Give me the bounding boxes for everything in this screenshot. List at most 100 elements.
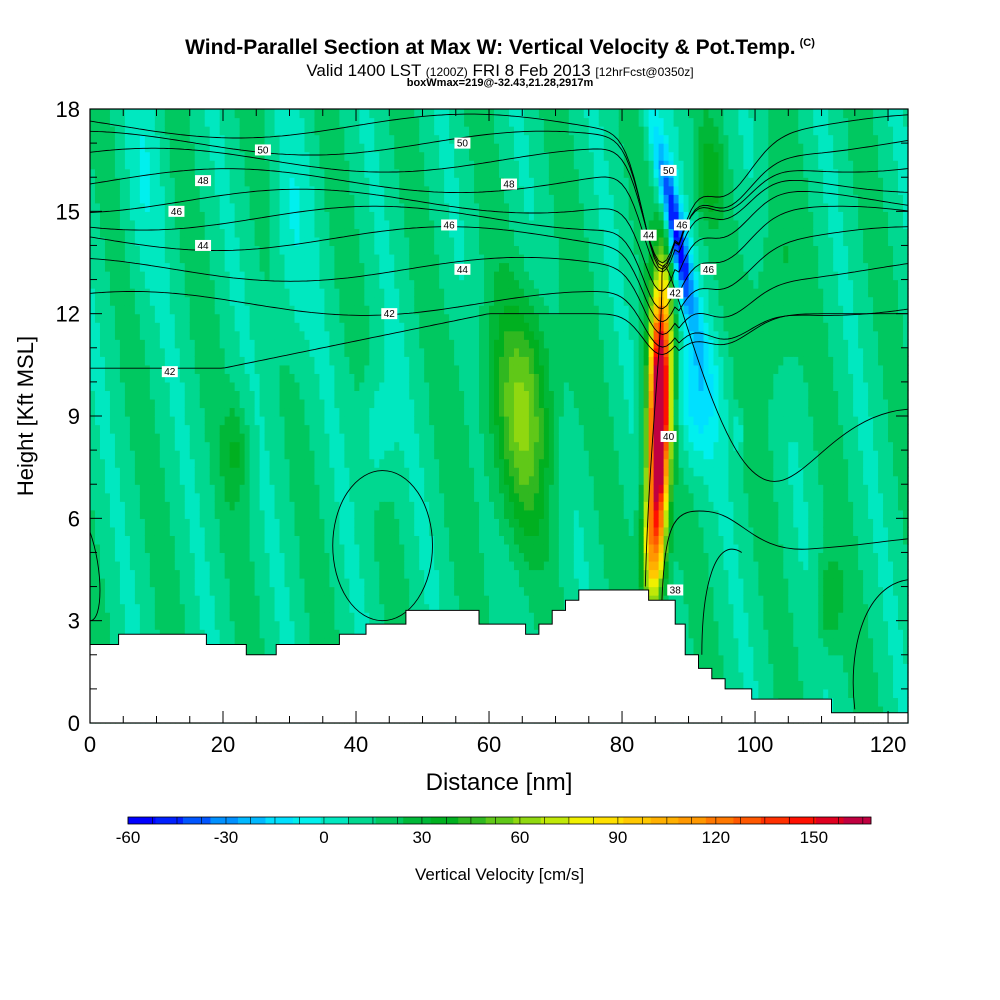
- velocity-cell: [314, 296, 321, 306]
- velocity-cell: [429, 322, 435, 332]
- velocity-cell: [359, 629, 365, 639]
- velocity-cell: [109, 595, 116, 605]
- velocity-cell: [364, 526, 370, 536]
- velocity-cell: [259, 364, 266, 374]
- velocity-cell: [329, 612, 335, 622]
- velocity-cell: [359, 305, 365, 315]
- velocity-cell: [279, 151, 286, 161]
- velocity-cell: [294, 526, 301, 536]
- velocity-cell: [164, 126, 171, 136]
- velocity-cell: [249, 279, 256, 289]
- velocity-cell: [154, 245, 161, 255]
- velocity-cell: [394, 117, 400, 127]
- velocity-cell: [284, 433, 291, 443]
- velocity-cell: [284, 543, 291, 554]
- velocity-cell: [234, 296, 241, 306]
- velocity-cell: [399, 416, 405, 426]
- velocity-cell: [409, 228, 415, 238]
- velocity-cell: [384, 279, 390, 289]
- velocity-cell: [304, 143, 311, 153]
- velocity-cell: [199, 595, 206, 605]
- velocity-cell: [344, 552, 350, 562]
- velocity-cell: [104, 339, 111, 349]
- velocity-cell: [364, 211, 370, 221]
- velocity-cell: [229, 228, 236, 238]
- velocity-cell: [339, 578, 345, 588]
- velocity-cell: [154, 586, 161, 596]
- velocity-cell: [299, 458, 306, 468]
- velocity-cell: [139, 313, 146, 323]
- velocity-cell: [184, 407, 191, 417]
- velocity-cell: [374, 441, 380, 451]
- velocity-cell: [374, 475, 380, 485]
- velocity-cell: [274, 526, 281, 536]
- velocity-cell: [264, 228, 271, 238]
- velocity-cell: [369, 518, 375, 528]
- velocity-cell: [239, 569, 246, 579]
- velocity-cell: [234, 578, 241, 588]
- velocity-cell: [189, 185, 196, 195]
- velocity-cell: [424, 441, 430, 451]
- velocity-cell: [424, 296, 430, 306]
- velocity-cell: [319, 381, 326, 392]
- velocity-cell: [269, 398, 276, 409]
- velocity-cell: [214, 407, 221, 417]
- velocity-cell: [399, 569, 405, 579]
- velocity-cell: [404, 407, 410, 417]
- velocity-cell: [429, 569, 435, 579]
- velocity-cell: [119, 569, 126, 579]
- velocity-cell: [144, 560, 151, 571]
- velocity-cell: [209, 578, 216, 588]
- velocity-cell: [334, 433, 340, 443]
- velocity-cell: [274, 271, 281, 281]
- velocity-cell: [99, 407, 106, 417]
- velocity-cell: [129, 117, 136, 127]
- velocity-cell: [319, 552, 326, 562]
- velocity-cell: [184, 330, 191, 340]
- velocity-cell: [244, 347, 251, 357]
- velocity-cell: [429, 296, 435, 306]
- velocity-cell: [299, 322, 306, 332]
- velocity-cell: [344, 629, 350, 639]
- velocity-cell: [179, 305, 186, 315]
- velocity-cell: [199, 219, 206, 229]
- velocity-cell: [174, 578, 181, 588]
- velocity-cell: [124, 560, 131, 571]
- velocity-cell: [199, 134, 206, 144]
- velocity-cell: [344, 177, 350, 187]
- velocity-cell: [319, 296, 326, 306]
- velocity-cell: [359, 381, 365, 392]
- velocity-cell: [309, 151, 316, 161]
- velocity-cell: [359, 313, 365, 323]
- velocity-cell: [204, 612, 211, 622]
- velocity-cell: [244, 194, 251, 204]
- velocity-cell: [424, 194, 430, 204]
- velocity-cell: [284, 441, 291, 451]
- velocity-cell: [99, 578, 106, 588]
- velocity-cell: [184, 219, 191, 229]
- velocity-cell: [334, 552, 340, 562]
- velocity-cell: [369, 364, 375, 374]
- velocity-cell: [429, 202, 435, 212]
- velocity-cell: [119, 467, 126, 477]
- velocity-cell: [249, 458, 256, 468]
- velocity-cell: [90, 236, 96, 247]
- velocity-cell: [269, 313, 276, 323]
- velocity-cell: [249, 288, 256, 298]
- velocity-cell: [174, 518, 181, 528]
- velocity-cell: [289, 620, 296, 630]
- velocity-cell: [344, 296, 350, 306]
- velocity-cell: [309, 450, 316, 460]
- velocity-cell: [90, 151, 96, 161]
- velocity-cell: [409, 288, 415, 298]
- velocity-cell: [284, 177, 291, 187]
- velocity-cell: [169, 424, 176, 434]
- velocity-cell: [119, 398, 126, 409]
- velocity-cell: [254, 236, 261, 247]
- velocity-cell: [199, 603, 206, 613]
- velocity-cell: [334, 543, 340, 554]
- velocity-cell: [164, 560, 171, 571]
- velocity-cell: [369, 458, 375, 468]
- velocity-cell: [379, 603, 385, 613]
- velocity-cell: [224, 143, 231, 153]
